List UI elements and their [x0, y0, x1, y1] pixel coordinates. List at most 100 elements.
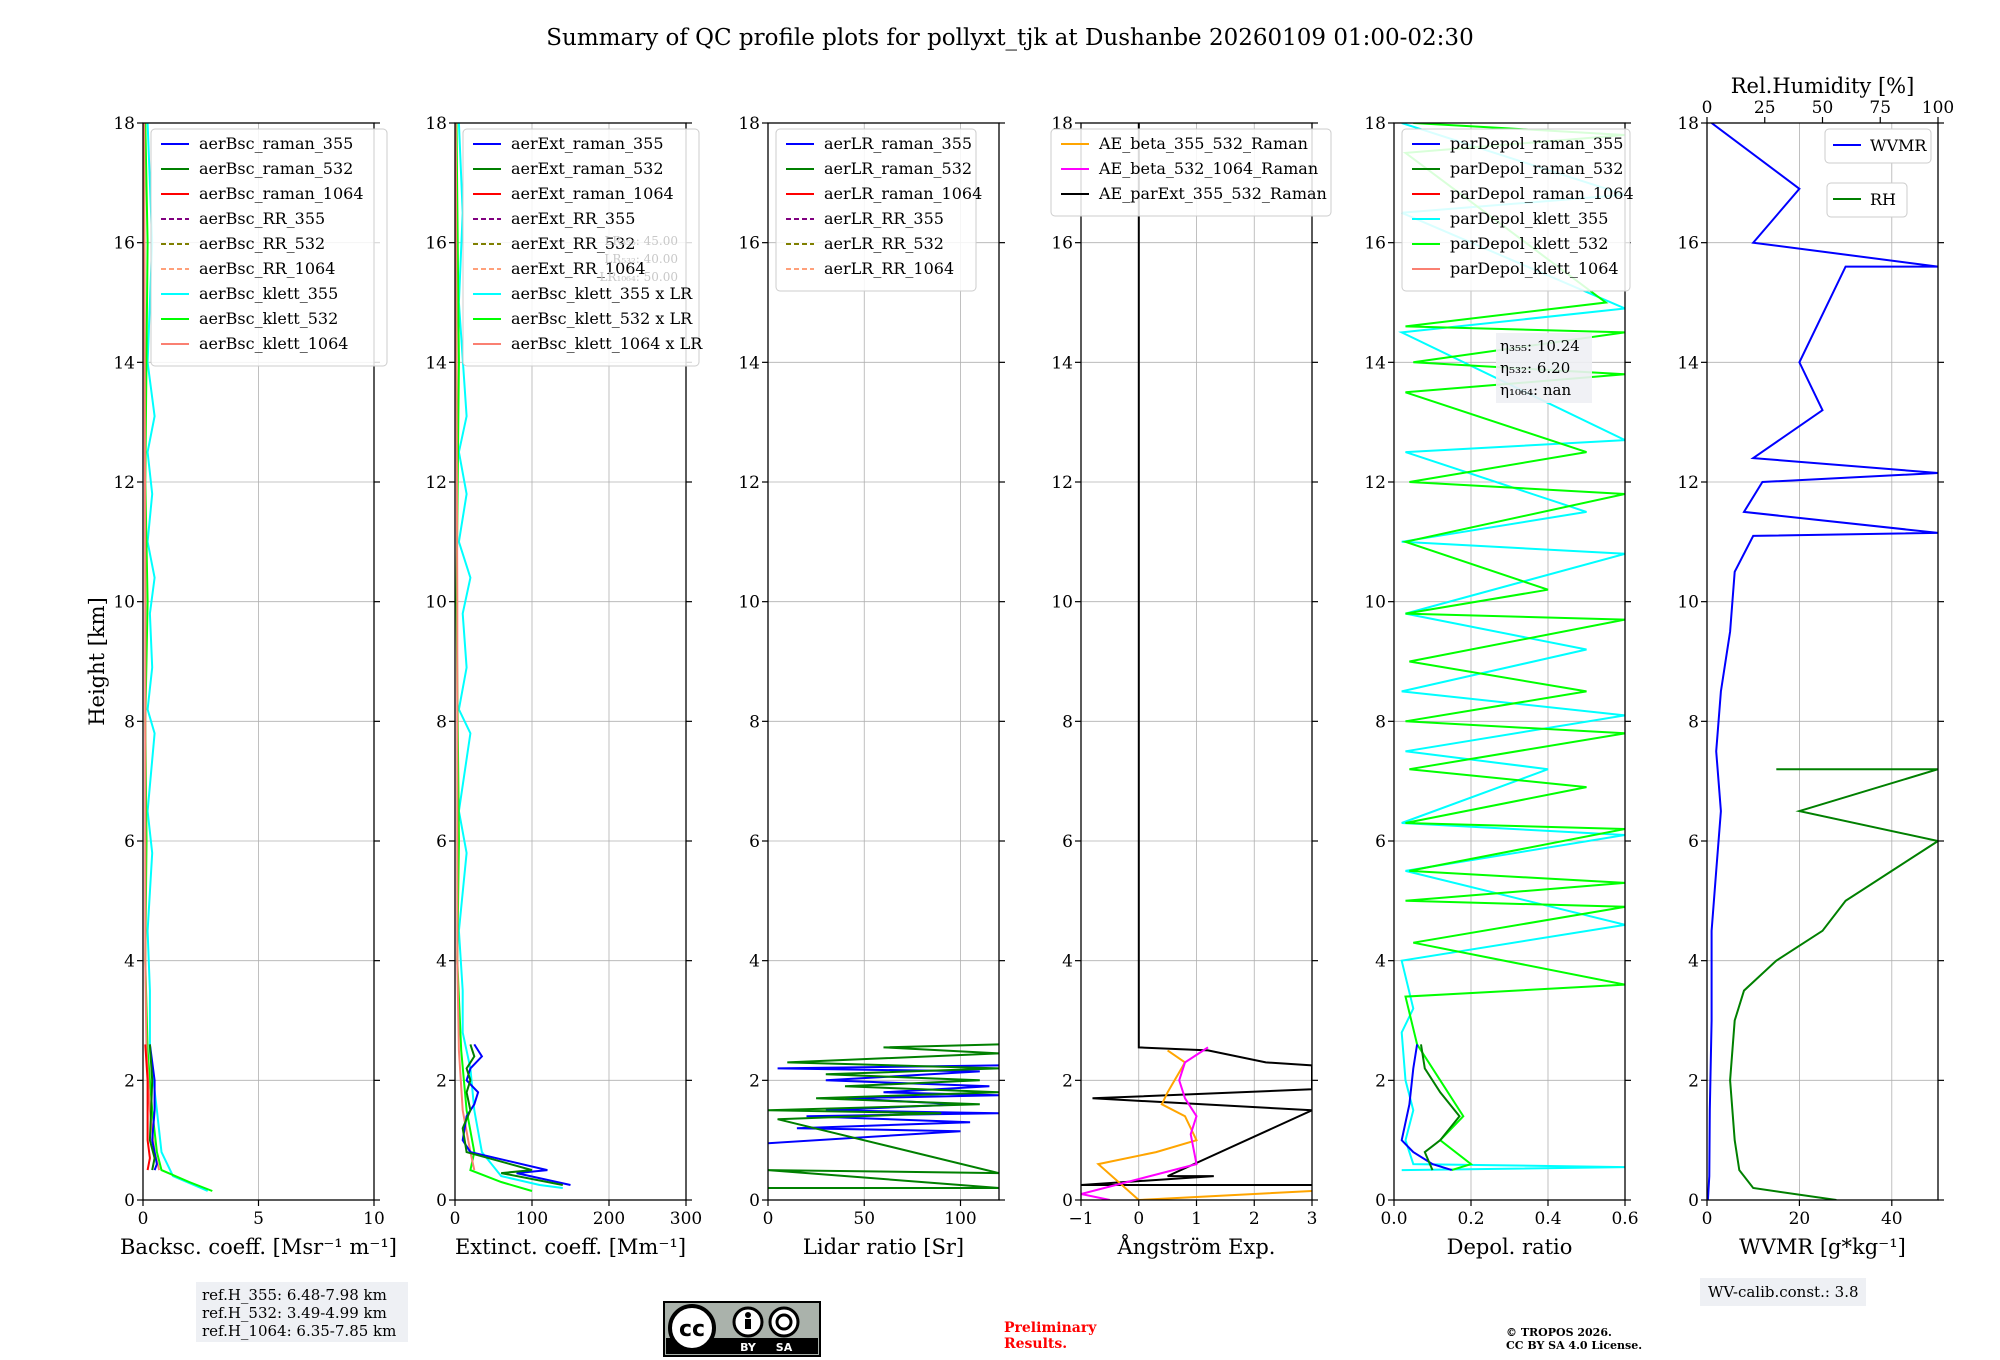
y-tick-label: 4 [124, 952, 135, 972]
x-axis-label: Backsc. coeff. [Msr⁻¹ m⁻¹] [120, 1235, 397, 1259]
x-axis-label: Lidar ratio [Sr] [803, 1235, 964, 1259]
sa-text: SA [776, 1341, 793, 1354]
copyright-line-1: © TROPOS 2026. [1506, 1326, 1612, 1339]
series-parDepol_raman_355 [1400, 1044, 1453, 1172]
y-tick-label: 0 [1375, 1191, 1386, 1211]
y-tick-label: 14 [738, 353, 760, 373]
ref-height-532: ref.H_532: 3.49-4.99 km [202, 1304, 387, 1322]
series-group [455, 123, 571, 1192]
y-tick-label: 12 [1677, 473, 1699, 493]
x-tick-label: 0 [763, 1209, 774, 1229]
series-group [1081, 123, 1312, 1200]
y-tick-label: 8 [749, 712, 760, 732]
top-x-tick-label: 75 [1869, 98, 1891, 118]
legend-label: aerLR_RR_355 [824, 209, 944, 228]
y-tick-label: 10 [738, 593, 760, 613]
series-group [1398, 123, 1625, 1172]
series-aerExt_raman_355 [461, 1043, 571, 1186]
x-tick-label: 200 [593, 1209, 625, 1229]
x-tick-label: 100 [944, 1209, 976, 1229]
legend-label: parDepol_raman_532 [1450, 159, 1623, 178]
y-tick-label: 18 [113, 114, 135, 134]
y-tick-label: 2 [1062, 1071, 1073, 1091]
x-tick-label: 0.4 [1534, 1209, 1561, 1229]
y-tick-label: 10 [425, 593, 447, 613]
y-tick-label: 2 [749, 1071, 760, 1091]
x-tick-label: 0 [1702, 1209, 1713, 1229]
y-tick-label: 16 [113, 234, 135, 254]
legend-label: aerLR_RR_532 [824, 234, 944, 253]
legend-box [462, 128, 700, 367]
series-group [768, 1043, 999, 1189]
y-tick-label: 16 [1677, 234, 1699, 254]
series-AE_beta_532_1064_Raman [1081, 1046, 1209, 1200]
y-tick-label: 14 [1677, 353, 1699, 373]
legend-label: aerBsc_RR_1064 [199, 259, 335, 278]
copyright-line-2: CC BY SA 4.0 License. [1506, 1339, 1642, 1352]
x-tick-label: 0 [1133, 1209, 1144, 1229]
y-tick-label: 4 [749, 952, 760, 972]
y-tick-label: 18 [1364, 114, 1386, 134]
series-group [143, 123, 213, 1192]
x-tick-label: 0 [138, 1209, 149, 1229]
x-tick-label: 1 [1191, 1209, 1202, 1229]
legend-box [1826, 182, 1908, 218]
legend-label: aerExt_RR_355 [511, 209, 635, 228]
legend-label: parDepol_klett_532 [1450, 234, 1608, 253]
legend-label: aerBsc_klett_355 [199, 284, 338, 303]
y-tick-label: 14 [425, 353, 447, 373]
wv-calib-bg [1700, 1278, 1866, 1306]
legend-label: parDepol_raman_1064 [1450, 184, 1634, 203]
sa-icon [768, 1306, 800, 1338]
series-group [1707, 123, 1938, 1200]
legend-label: aerBsc_klett_1064 x LR [511, 334, 703, 353]
legend-label: aerExt_raman_355 [511, 134, 664, 153]
y-tick-label: 14 [1364, 353, 1386, 373]
y-tick-label: 4 [1688, 952, 1699, 972]
y-tick-label: 16 [1051, 234, 1073, 254]
legend-label: aerBsc_raman_532 [199, 159, 353, 178]
y-tick-label: 6 [436, 832, 447, 852]
series-aerBsc_klett_355 x LR [457, 123, 563, 1189]
y-tick-label: 10 [113, 593, 135, 613]
plot-frame [1080, 122, 1313, 1201]
legend-label: aerBsc_raman_1064 [199, 184, 364, 203]
x-tick-label: 2 [1249, 1209, 1260, 1229]
plot-frame [142, 122, 375, 1201]
top-x-tick-label: 100 [1922, 98, 1954, 118]
ref-height-1064: ref.H_1064: 6.35-7.85 km [202, 1322, 396, 1340]
eta-label: η₃₅₅: 10.24 [1500, 337, 1580, 355]
cc-text: cc [679, 1317, 705, 1342]
x-tick-label: 40 [1881, 1209, 1903, 1229]
y-tick-label: 0 [436, 1191, 447, 1211]
y-tick-label: 8 [436, 712, 447, 732]
x-tick-label: 0 [450, 1209, 461, 1229]
legend-label: aerBsc_klett_1064 [199, 334, 348, 353]
eta-label: η₅₃₂: 6.20 [1500, 359, 1570, 377]
legend-label: aerBsc_RR_355 [199, 209, 325, 228]
profile-panel-5: 0 2 4 6 8 10 12 14 16 18 0.0 0.2 0.4 0.6 Depol. ratio p… [1364, 114, 1638, 1259]
y-tick-label: 0 [1688, 1191, 1699, 1211]
y-tick-label: 8 [1062, 712, 1073, 732]
series-aerBsc_raman_1064 [144, 1044, 151, 1171]
ref-height-box: ref.H_355: 6.48-7.98 km ref.H_532: 3.49-… [196, 1282, 408, 1342]
y-tick-label: 6 [749, 832, 760, 852]
y-tick-label: 8 [1688, 712, 1699, 732]
x-tick-label: 50 [853, 1209, 875, 1229]
y-tick-label: 16 [738, 234, 760, 254]
legend-label: RH [1870, 190, 1896, 209]
legend-box [150, 128, 388, 367]
x-tick-label: 5 [253, 1209, 264, 1229]
y-tick-label: 4 [1062, 952, 1073, 972]
legend-label: aerLR_raman_1064 [824, 184, 982, 203]
x-axis-label: Extinct. coeff. [Mm⁻¹] [455, 1235, 686, 1259]
y-tick-label: 18 [738, 114, 760, 134]
x-tick-label: 20 [1789, 1209, 1811, 1229]
legend-box [1050, 128, 1332, 217]
legend-label: parDepol_klett_355 [1450, 209, 1608, 228]
legend-label: parDepol_klett_1064 [1450, 259, 1619, 278]
plot-frame [767, 122, 1000, 1201]
eta-box [1496, 333, 1592, 403]
